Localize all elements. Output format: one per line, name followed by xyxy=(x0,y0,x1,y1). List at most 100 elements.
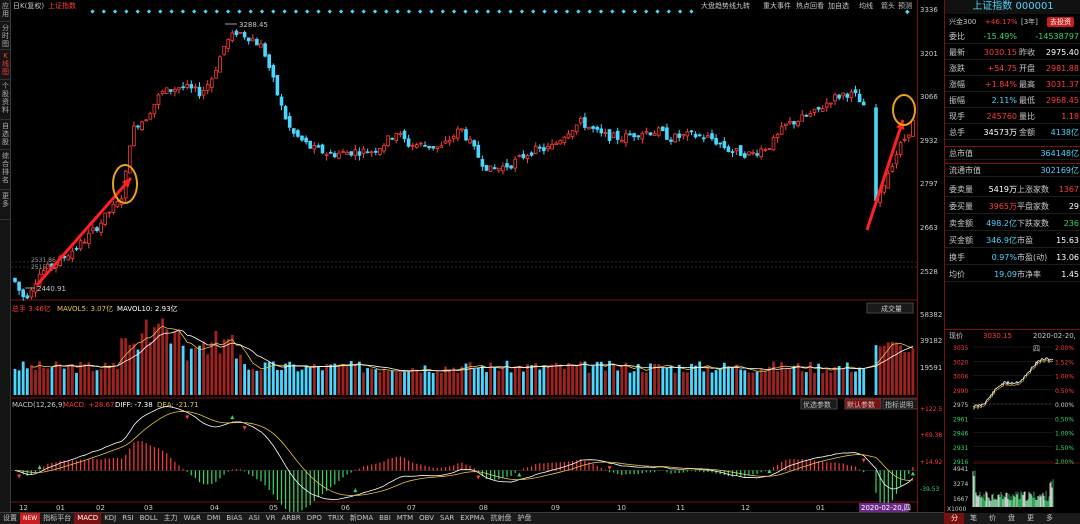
indicator-tab-12[interactable]: VR xyxy=(265,514,276,522)
toolbar-item-3[interactable]: 加自选 xyxy=(828,1,849,10)
candle[interactable] xyxy=(857,93,862,103)
candle[interactable] xyxy=(849,91,854,98)
candle[interactable] xyxy=(829,102,833,105)
candle[interactable] xyxy=(439,145,444,148)
candle[interactable] xyxy=(414,144,419,148)
event-marker[interactable] xyxy=(440,9,445,14)
candle[interactable] xyxy=(902,138,907,141)
candle[interactable] xyxy=(788,121,792,124)
candle[interactable] xyxy=(226,39,231,49)
event-marker[interactable] xyxy=(327,9,332,14)
event-marker[interactable] xyxy=(666,9,671,14)
toolbar-item-1[interactable]: 重大事件 xyxy=(763,1,791,10)
candle[interactable] xyxy=(21,289,26,298)
candle[interactable] xyxy=(579,117,583,124)
candle[interactable] xyxy=(291,128,296,134)
event-marker[interactable] xyxy=(497,9,502,14)
event-marker[interactable] xyxy=(112,9,118,14)
candle[interactable] xyxy=(283,106,288,120)
macd-optimize-button[interactable]: 优选参数 xyxy=(803,400,831,409)
candle[interactable] xyxy=(279,96,284,106)
candle[interactable] xyxy=(304,137,308,143)
candle[interactable] xyxy=(886,173,891,189)
candle[interactable] xyxy=(296,130,300,137)
candle[interactable] xyxy=(103,212,108,225)
candle[interactable] xyxy=(820,108,825,112)
candle[interactable] xyxy=(447,140,452,143)
candle[interactable] xyxy=(205,84,210,91)
candle[interactable] xyxy=(328,151,333,154)
candle[interactable] xyxy=(70,250,75,259)
event-marker[interactable] xyxy=(259,9,265,14)
event-marker[interactable] xyxy=(519,9,525,14)
candle[interactable] xyxy=(771,137,776,151)
candle[interactable] xyxy=(599,128,604,134)
event-marker[interactable] xyxy=(689,9,694,14)
event-marker[interactable] xyxy=(90,9,95,14)
candle[interactable] xyxy=(156,94,161,105)
candle[interactable] xyxy=(697,134,702,137)
candle[interactable] xyxy=(398,133,403,135)
event-marker[interactable] xyxy=(429,9,434,14)
candle[interactable] xyxy=(542,147,546,152)
event-marker[interactable] xyxy=(214,9,219,14)
indicator-tab-2[interactable]: 指标平台 xyxy=(43,514,72,522)
candle[interactable] xyxy=(538,146,542,149)
candle[interactable] xyxy=(702,137,706,140)
event-marker[interactable] xyxy=(248,9,253,14)
candle[interactable] xyxy=(505,163,509,168)
candle[interactable] xyxy=(591,126,595,129)
event-marker[interactable] xyxy=(192,9,197,14)
macd-help-button[interactable]: 指标说明 xyxy=(885,400,913,409)
candle[interactable] xyxy=(373,150,378,153)
indicator-tab-19[interactable]: OBV xyxy=(419,514,435,522)
candle[interactable] xyxy=(861,101,866,106)
candle[interactable] xyxy=(882,184,886,193)
candle[interactable] xyxy=(562,136,567,144)
candle[interactable] xyxy=(361,148,366,154)
intraday-mini-chart[interactable]: 3035 2.00% 3020 1.52% 3006 1.00% 2990 0.50% 2975… xyxy=(945,343,1080,513)
indicator-tab-5[interactable]: RSI xyxy=(122,514,134,522)
event-marker[interactable] xyxy=(135,9,140,14)
event-marker[interactable] xyxy=(361,9,366,14)
candle[interactable] xyxy=(644,131,649,134)
candle[interactable] xyxy=(148,113,153,120)
macd-default-button-bg[interactable] xyxy=(844,398,882,410)
event-marker[interactable] xyxy=(598,9,604,14)
candle[interactable] xyxy=(201,90,206,96)
candle[interactable] xyxy=(628,133,632,136)
candle[interactable] xyxy=(128,145,132,174)
event-marker[interactable] xyxy=(237,9,242,14)
left-tab-6[interactable]: 更多 xyxy=(0,190,11,220)
candle[interactable] xyxy=(558,140,563,145)
candle[interactable] xyxy=(685,131,690,137)
event-marker[interactable] xyxy=(225,9,231,14)
candle[interactable] xyxy=(369,151,374,154)
toolbar-item-2[interactable]: 热点回看 xyxy=(796,1,824,10)
event-marker[interactable] xyxy=(305,9,310,14)
candle[interactable] xyxy=(501,165,505,172)
indicator-tab-10[interactable]: BIAS xyxy=(226,514,243,522)
invest-button[interactable]: 去投资 xyxy=(1047,17,1074,27)
candle[interactable] xyxy=(816,106,821,110)
candle[interactable] xyxy=(681,134,686,137)
candle[interactable] xyxy=(82,241,87,244)
candle[interactable] xyxy=(574,124,579,133)
candle[interactable] xyxy=(476,144,481,158)
candle[interactable] xyxy=(189,84,194,89)
toolbar-item-5[interactable]: 箭头 xyxy=(881,1,895,10)
candle[interactable] xyxy=(410,144,415,147)
candle[interactable] xyxy=(419,142,423,145)
candle[interactable] xyxy=(763,149,768,151)
candle[interactable] xyxy=(730,151,735,153)
candle[interactable] xyxy=(181,86,185,89)
candle[interactable] xyxy=(845,93,850,98)
event-marker[interactable] xyxy=(655,9,660,14)
candle[interactable] xyxy=(661,126,665,131)
panel-bottom-tab[interactable]: 价 xyxy=(989,514,996,522)
candle[interactable] xyxy=(275,74,280,96)
candle[interactable] xyxy=(312,144,317,150)
candle[interactable] xyxy=(423,144,427,147)
indicator-tab-14[interactable]: DPO xyxy=(306,514,322,522)
event-marker[interactable] xyxy=(169,9,174,14)
